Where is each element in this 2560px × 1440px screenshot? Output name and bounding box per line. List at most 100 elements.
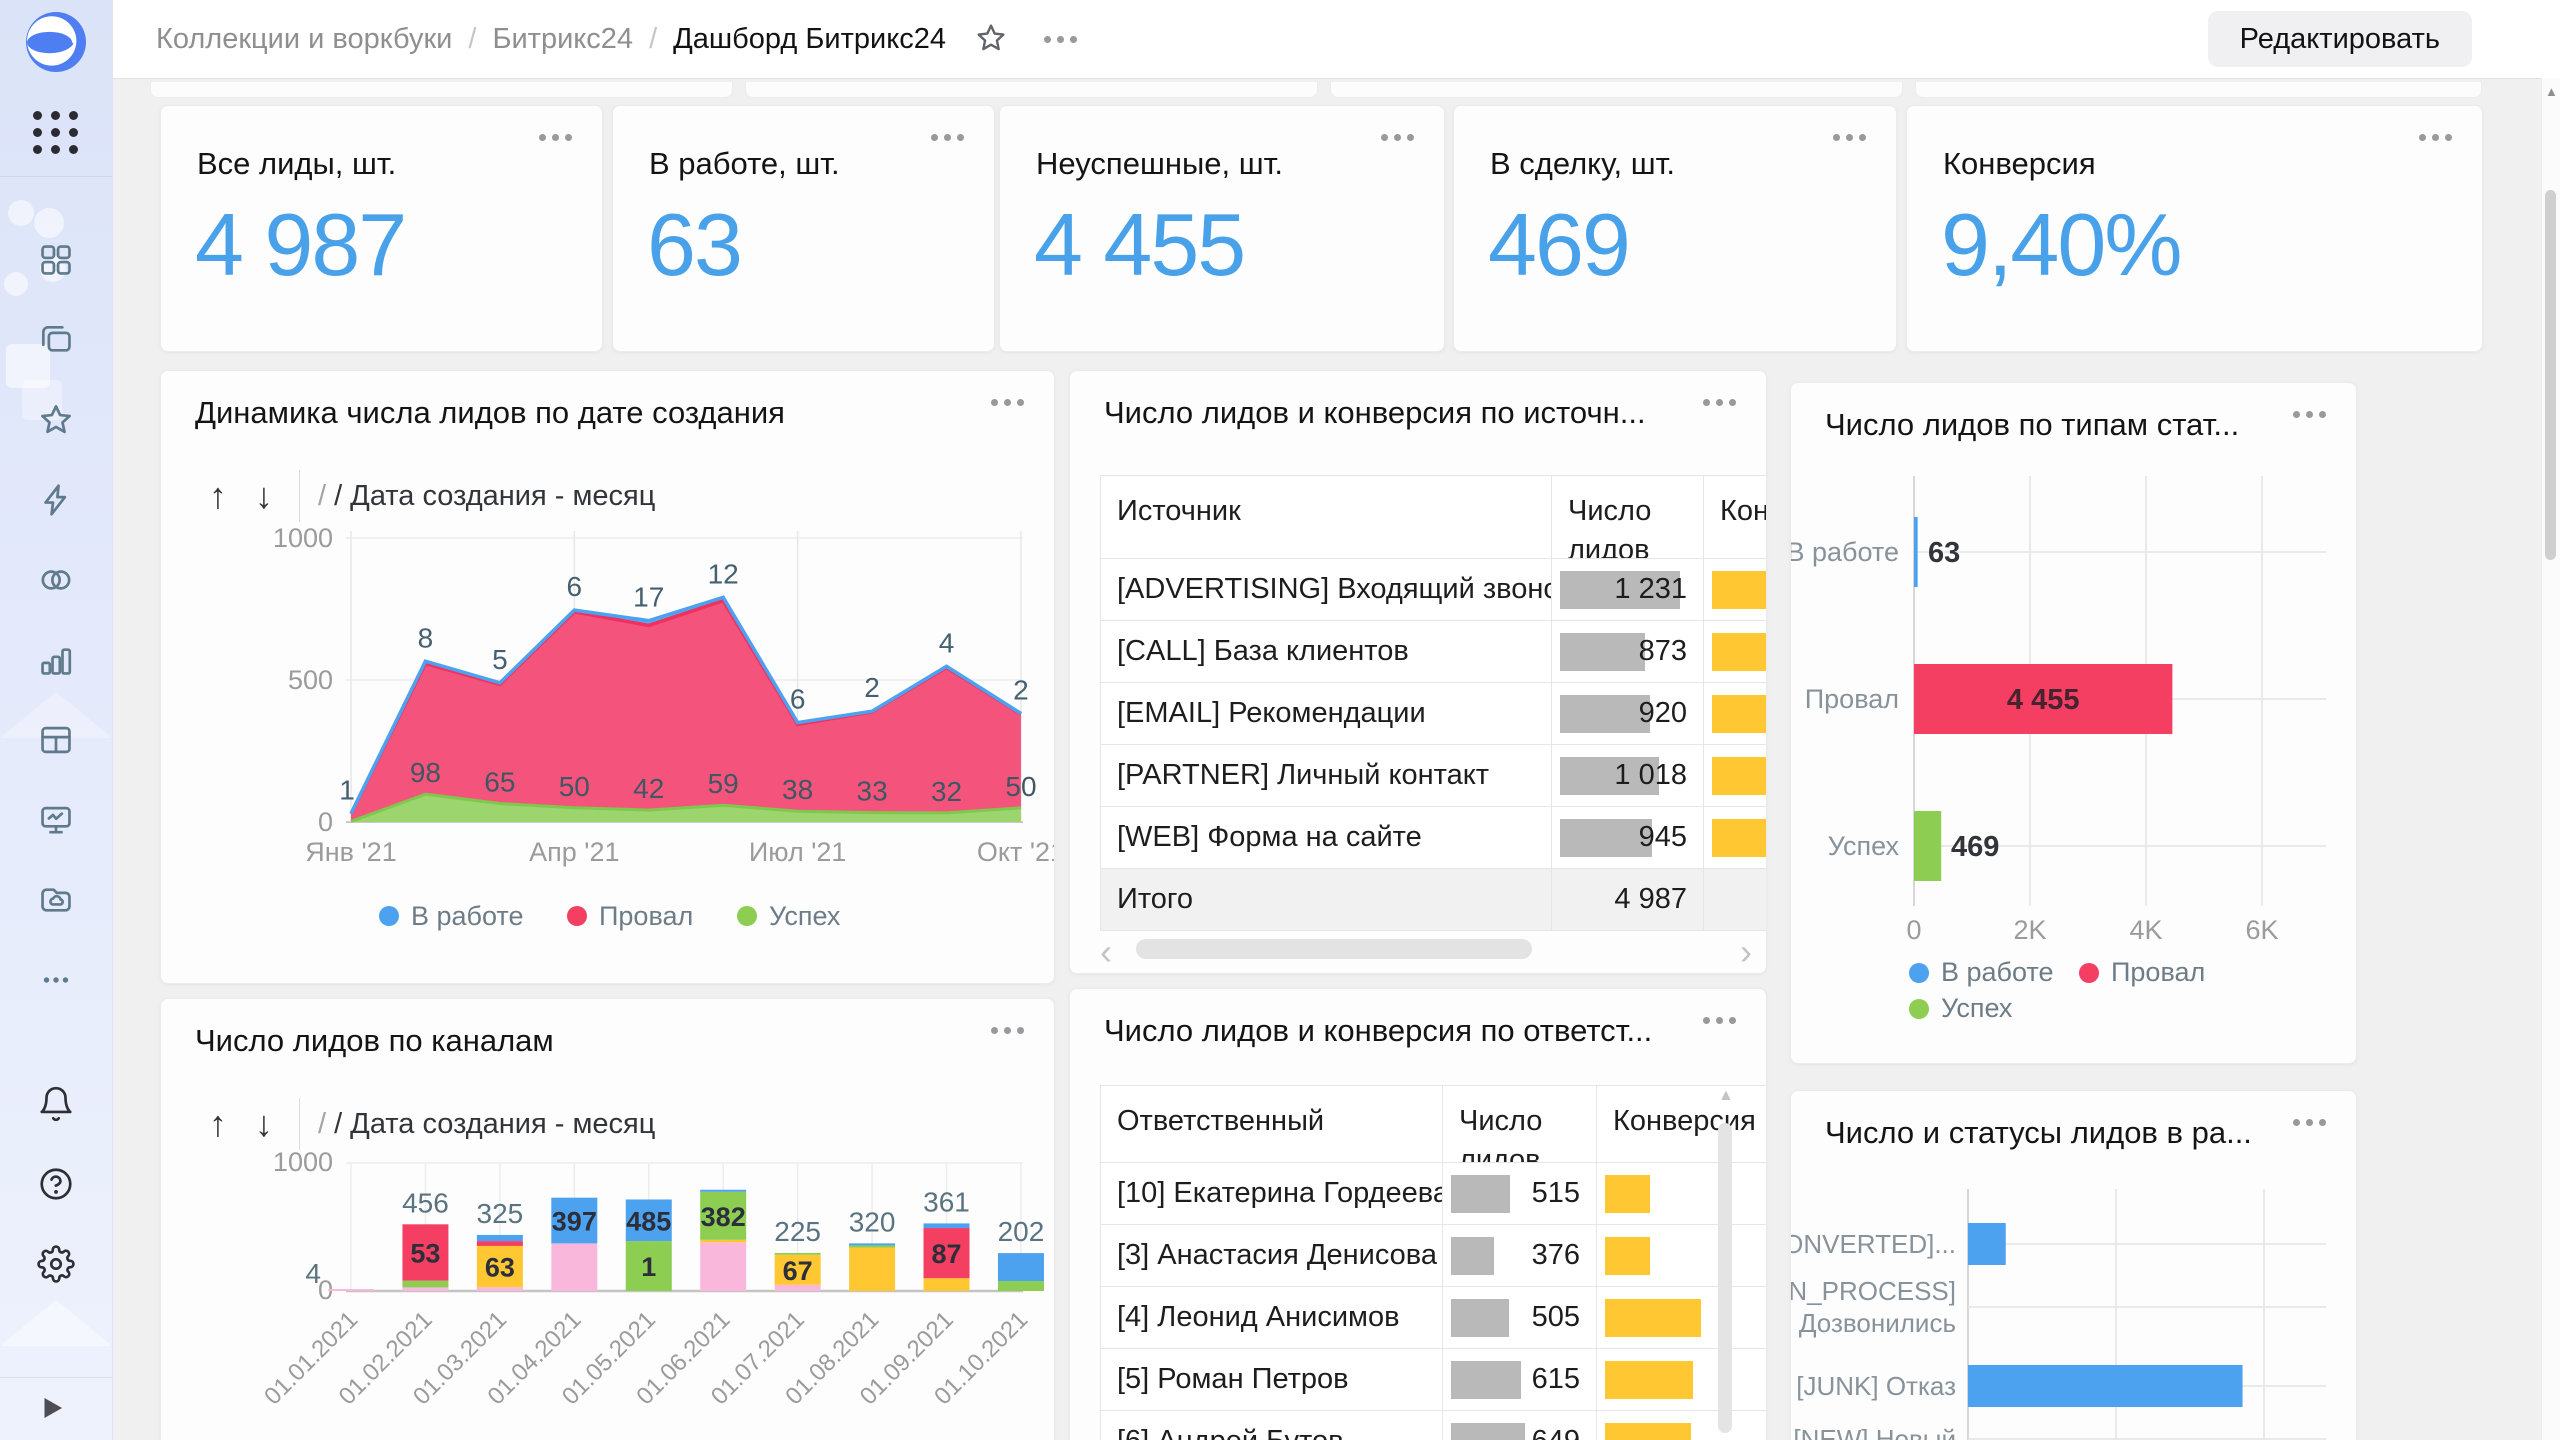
svg-text:0: 0 — [318, 807, 333, 837]
svg-text:6: 6 — [567, 571, 583, 602]
table-row[interactable]: [WEB] Форма на сайте 945 — [1100, 807, 1766, 869]
row-leads-cell: 945 — [1552, 807, 1704, 868]
sidebar-item-more-ellipsis-icon[interactable] — [0, 940, 112, 1020]
sidebar-item-star-icon[interactable] — [0, 380, 112, 460]
sidebar-item-bell-icon[interactable] — [0, 1064, 112, 1144]
conversion-bar — [1605, 1422, 1691, 1440]
widget-menu-icon[interactable] — [985, 393, 1030, 412]
svg-text:В работе: В работе — [1791, 537, 1899, 567]
drilldown-breadcrumb[interactable]: / / Дата создания - месяц — [318, 1107, 656, 1140]
sidebar-item-gear-icon[interactable] — [0, 1224, 112, 1304]
table-row[interactable]: [4] Леонид Анисимов 505 — [1100, 1287, 1766, 1349]
legend-item[interactable]: Провал — [2079, 957, 2205, 987]
leads-bar — [1451, 1422, 1525, 1440]
svg-text:6K: 6K — [2245, 915, 2278, 945]
legend-item[interactable]: Провал — [567, 901, 693, 931]
legend-item[interactable]: В работе — [379, 901, 524, 931]
favorite-star-icon[interactable] — [972, 20, 1010, 58]
row-conversion-cell — [1704, 807, 1766, 868]
datalens-logo[interactable] — [26, 12, 86, 72]
widget-menu-icon[interactable] — [2413, 128, 2458, 147]
drilldown-breadcrumb[interactable]: / / Дата создания - месяц — [318, 479, 656, 512]
svg-text:Провал: Провал — [599, 901, 693, 931]
widget-menu-icon[interactable] — [1827, 128, 1872, 147]
scroll-right-icon[interactable]: › — [1740, 931, 1752, 972]
kpi-card-conversion: Конверсия 9,40% — [1906, 105, 2483, 352]
legend-item[interactable]: В работе — [1909, 957, 2054, 987]
column-header[interactable]: Конверсия — [1704, 476, 1766, 558]
widget-menu-icon[interactable] — [533, 128, 578, 147]
column-header[interactable]: Источник — [1100, 476, 1552, 558]
widget-menu-icon[interactable] — [1697, 393, 1742, 412]
bar-chart-leads-by-status-type[interactable]: 0 2K 4K 6K В работе Провал Успех 63 4 455 469 В ра… — [1791, 383, 2356, 1063]
sidebar-item-collections-icon[interactable] — [0, 300, 112, 380]
window-scrollbar-thumb[interactable] — [2545, 190, 2556, 560]
row-leads-cell: 1 018 — [1552, 745, 1704, 806]
sidebar-item-lightning-icon[interactable] — [0, 460, 112, 540]
sidebar-item-bar-chart-icon[interactable] — [0, 620, 112, 700]
dashboard-board: Все лиды, шт. 4 987 В работе, шт. 63 Неу… — [112, 78, 2560, 1440]
leads-value: 873 — [1638, 635, 1687, 667]
table-row[interactable]: [ADVERTISING] Входящий звонок 1 231 — [1100, 559, 1766, 621]
scroll-up-icon[interactable]: ▲ — [1718, 1087, 1734, 1104]
breadcrumb-workbook[interactable]: Битрикс24 — [492, 22, 634, 55]
table-row[interactable]: [EMAIL] Рекомендации 920 — [1100, 683, 1766, 745]
scrollbar-thumb[interactable] — [1136, 939, 1532, 959]
table-row[interactable]: [10] Екатерина Гордеева 515 — [1100, 1163, 1766, 1225]
column-header[interactable]: Ответственный — [1100, 1086, 1443, 1162]
leads-by-owner-table: Ответственный Число лидов Конверсия [10] Ек… — [1100, 1085, 1766, 1440]
sidebar-item-grid-squares-icon[interactable] — [0, 220, 112, 300]
stacked-bar-chart-leads-by-channel[interactable]: 10000401.01.20215345601.02.20216332501.0… — [161, 1149, 1054, 1440]
legend-item[interactable]: Успех — [737, 901, 841, 931]
scrollbar-thumb[interactable] — [1718, 1123, 1732, 1433]
leads-bar — [1451, 1174, 1510, 1213]
kpi-label: Конверсия — [1943, 146, 2096, 181]
table-row[interactable]: [3] Анастасия Денисова 376 — [1100, 1225, 1766, 1287]
widget-menu-icon[interactable] — [2287, 1113, 2332, 1132]
widget-menu-icon[interactable] — [1697, 1011, 1742, 1030]
svg-text:5: 5 — [492, 644, 508, 675]
widget-menu-icon[interactable] — [2287, 405, 2332, 424]
sort-desc-icon[interactable]: ↓ — [241, 475, 287, 517]
row-name-cell: [5] Роман Петров — [1100, 1349, 1443, 1410]
column-header[interactable]: Конверсия — [1597, 1086, 1766, 1162]
total-label: Итого — [1100, 869, 1552, 930]
scroll-left-icon[interactable]: ‹ — [1100, 931, 1112, 972]
legend-item[interactable]: Успех — [1909, 993, 2013, 1023]
edit-button[interactable]: Редактировать — [2207, 11, 2472, 67]
table-row[interactable]: [5] Роман Петров 615 — [1100, 1349, 1766, 1411]
sort-desc-icon[interactable]: ↓ — [241, 1103, 287, 1145]
table-row[interactable]: [6] Андрей Бутов 649 — [1100, 1411, 1766, 1440]
kpi-card-unsuccessful: Неуспешные, шт. 4 455 — [999, 105, 1445, 352]
widget-menu-icon[interactable] — [1375, 128, 1420, 147]
chart-title: Число и статусы лидов в ра... — [1825, 1115, 2252, 1150]
widget-menu-icon[interactable] — [985, 1021, 1030, 1040]
sidebar-item-table-grid-icon[interactable] — [0, 700, 112, 780]
sidebar-item-circles-overlap-icon[interactable] — [0, 540, 112, 620]
table-row[interactable]: [CALL] База клиентов 873 — [1100, 621, 1766, 683]
leads-value: 615 — [1531, 1363, 1580, 1395]
sort-asc-icon[interactable]: ↑ — [195, 475, 241, 517]
chart-controls: ↑ ↓ / / Дата создания - месяц — [195, 1095, 655, 1153]
kpi-label: В работе, шт. — [649, 146, 840, 181]
breadcrumb-collections[interactable]: Коллекции и воркбуки — [156, 22, 453, 55]
apps-grid-icon[interactable] — [0, 104, 112, 160]
bar-chart-lead-statuses-in-work[interactable]: [CONVERTED]... [IN_PROCESS]Дозвонились [JU… — [1791, 1161, 2356, 1440]
dashboard-menu-icon[interactable] — [1038, 30, 1083, 49]
column-header[interactable]: Число лидов — [1443, 1086, 1597, 1162]
sidebar-item-folder-cloud-icon[interactable] — [0, 860, 112, 940]
svg-text:50: 50 — [1005, 771, 1036, 802]
svg-text:63: 63 — [1928, 537, 1960, 569]
table-row[interactable]: [PARTNER] Личный контакт 1 018 — [1100, 745, 1766, 807]
sidebar-item-help-icon[interactable] — [0, 1144, 112, 1224]
widget-menu-icon[interactable] — [925, 128, 970, 147]
column-header[interactable]: Число лидов — [1552, 476, 1704, 558]
svg-text:98: 98 — [410, 757, 441, 788]
kpi-label: Неуспешные, шт. — [1036, 146, 1283, 181]
expand-sidebar-icon[interactable] — [32, 1389, 72, 1429]
sort-asc-icon[interactable]: ↑ — [195, 1103, 241, 1145]
sidebar-item-monitor-chart-icon[interactable] — [0, 780, 112, 860]
scroll-up-icon[interactable]: ▲ — [2545, 84, 2558, 99]
